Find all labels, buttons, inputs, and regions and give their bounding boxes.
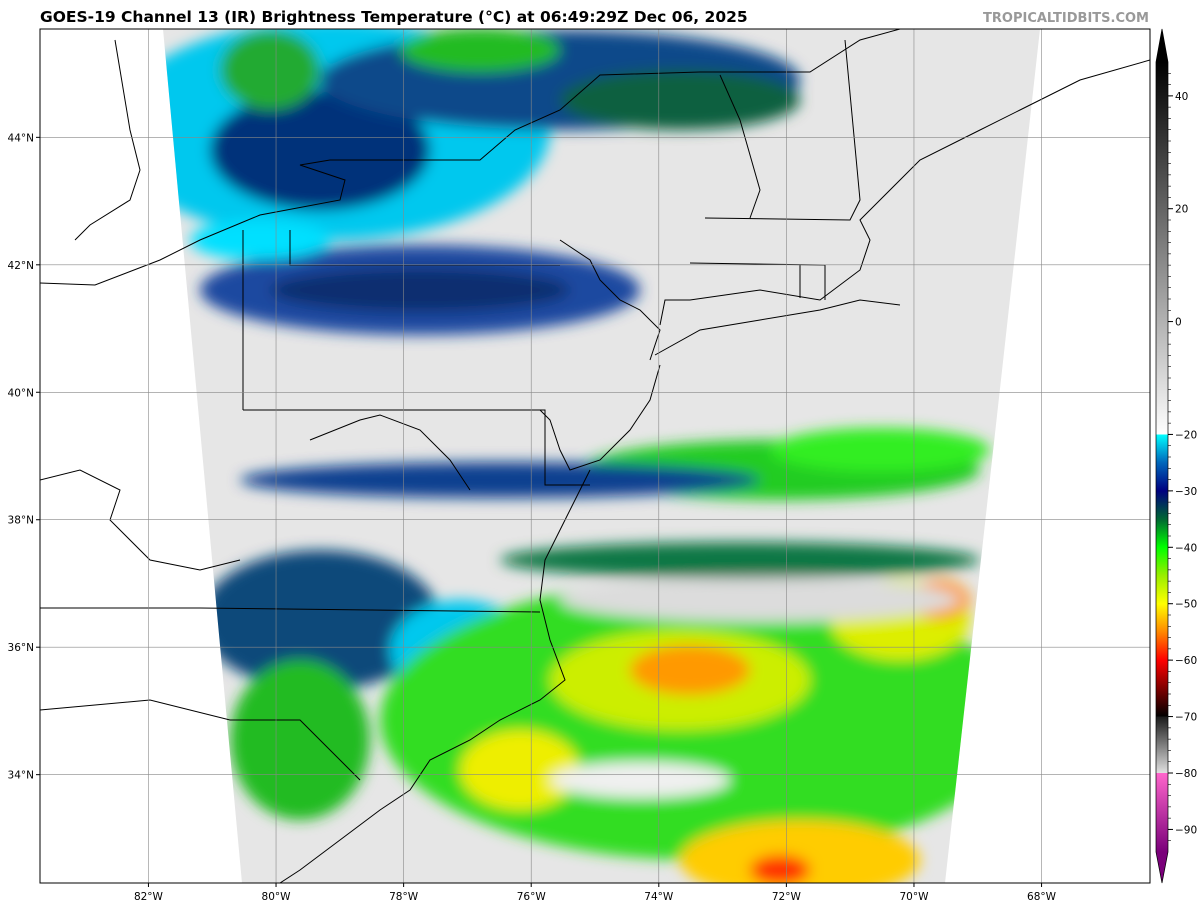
lon-label: 74°W	[644, 891, 674, 903]
colorbar-label: −80	[1175, 768, 1197, 780]
lon-label: 70°W	[899, 891, 929, 903]
colorbar-label: −90	[1175, 824, 1197, 836]
coastlines-borders	[40, 29, 1150, 883]
colorbar-label: −50	[1175, 599, 1197, 611]
graticule	[40, 29, 1150, 883]
credit-label: TROPICALTIDBITS.COM	[983, 11, 1149, 26]
colorbar-label: −20	[1175, 429, 1197, 441]
lat-label: 42°N	[8, 260, 34, 272]
lon-label: 78°W	[389, 891, 419, 903]
colorbar-label: 0	[1175, 317, 1182, 329]
lat-label: 40°N	[8, 387, 34, 399]
colorbar-label: 20	[1175, 204, 1188, 216]
map-title: GOES-19 Channel 13 (IR) Brightness Tempe…	[40, 8, 748, 26]
map-frame	[39, 28, 1151, 884]
colorbar-min-extend	[1156, 852, 1168, 883]
colorbar: 40 20 0 −20 −30 −40 −50 −60 −70 −80 −90	[1155, 28, 1197, 884]
colorbar-label: −30	[1175, 486, 1197, 498]
colorbar-label: −60	[1175, 655, 1197, 667]
lon-label: 80°W	[262, 891, 292, 903]
lon-label: 82°W	[134, 891, 164, 903]
colorbar-label: 40	[1175, 91, 1188, 103]
lon-label: 72°W	[772, 891, 802, 903]
lon-label: 68°W	[1027, 891, 1057, 903]
colorbar-max-extend	[1156, 29, 1168, 62]
ir-imagery	[163, 29, 1040, 883]
colorbar-label: −40	[1175, 542, 1197, 554]
lat-label: 38°N	[8, 515, 34, 527]
lat-label: 34°N	[8, 770, 34, 782]
lat-label: 44°N	[8, 132, 34, 144]
colorbar-label: −70	[1175, 712, 1197, 724]
lon-label: 76°W	[517, 891, 547, 903]
lat-label: 36°N	[8, 642, 34, 654]
